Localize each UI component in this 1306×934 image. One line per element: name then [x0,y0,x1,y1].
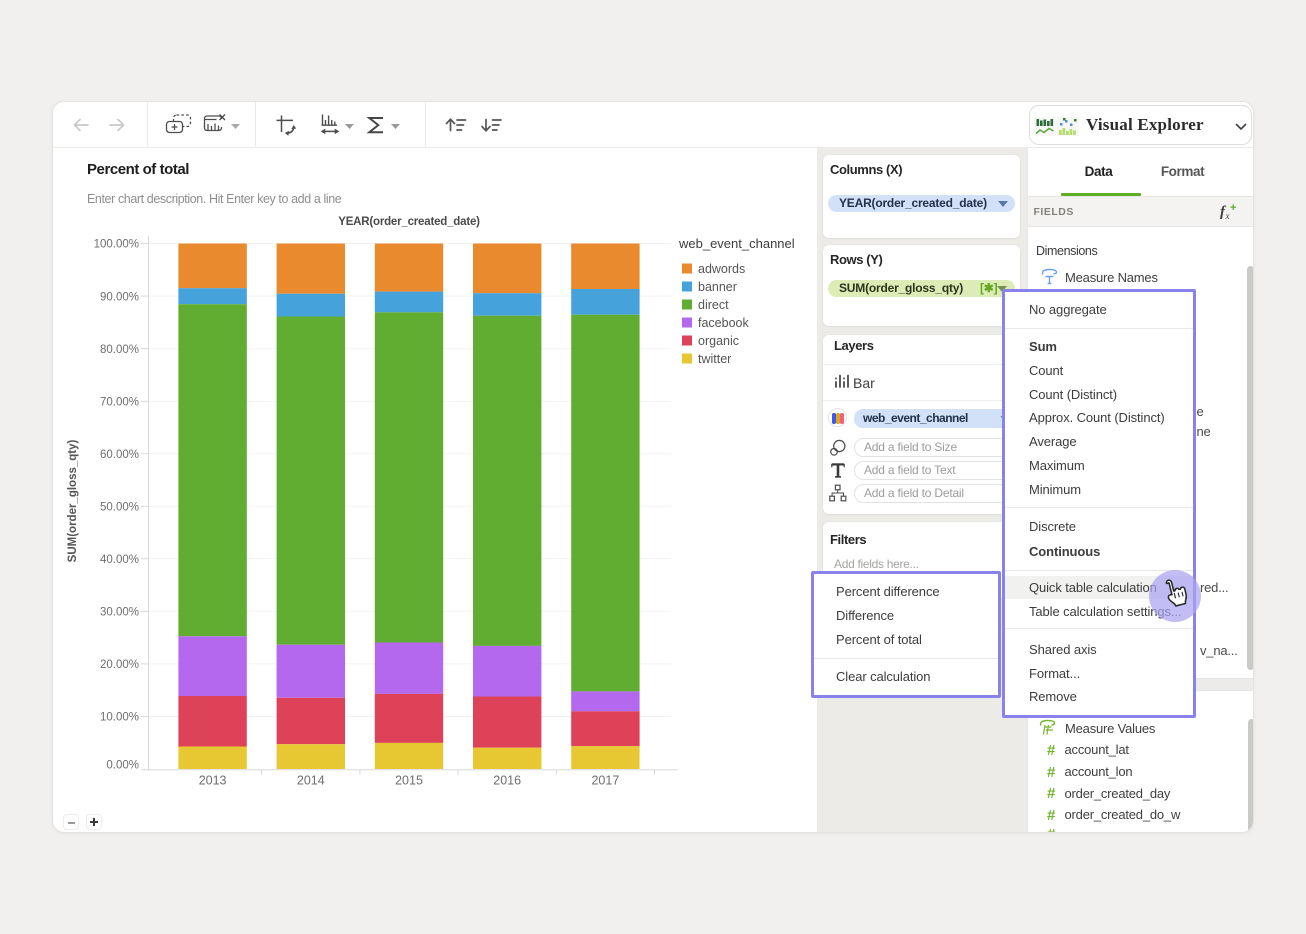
svg-text:10.00%: 10.00% [100,712,139,724]
svg-text:facebook: facebook [698,316,749,330]
svg-text:2014: 2014 [297,774,325,788]
svg-text:2017: 2017 [591,774,619,788]
svg-text:2015: 2015 [395,774,423,788]
svg-text:90.00%: 90.00% [100,291,139,303]
svg-text:organic: organic [698,334,739,348]
svg-text:2013: 2013 [199,774,227,788]
svg-text:30.00%: 30.00% [100,607,139,619]
svg-text:50.00%: 50.00% [100,502,139,514]
svg-text:x: x [1225,211,1230,221]
svg-text:40.00%: 40.00% [100,554,139,566]
svg-text:+: + [1230,202,1236,214]
svg-text:web_event_channel: web_event_channel [678,236,795,251]
svg-text:direct: direct [698,298,729,312]
svg-text:banner: banner [698,280,737,294]
svg-text:20.00%: 20.00% [100,659,139,671]
svg-text:SUM(order_gloss_qty): SUM(order_gloss_qty) [67,439,79,562]
svg-text:YEAR(order_created_date): YEAR(order_created_date) [338,216,480,228]
svg-text:100.00%: 100.00% [94,239,139,251]
svg-text:f: f [1220,204,1227,220]
svg-text:2016: 2016 [493,774,521,788]
svg-text:twitter: twitter [698,352,731,366]
svg-text:60.00%: 60.00% [100,449,139,461]
svg-text:adwords: adwords [698,262,745,276]
svg-text:0.00%: 0.00% [106,760,139,772]
svg-text:70.00%: 70.00% [100,396,139,408]
svg-text:80.00%: 80.00% [100,344,139,356]
